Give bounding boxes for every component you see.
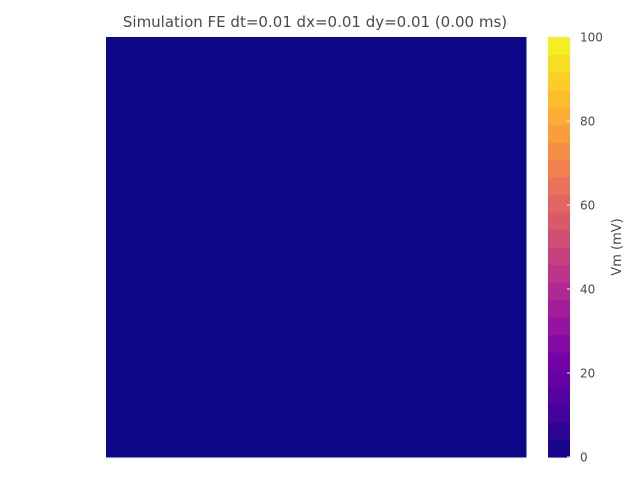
colorbar-segment xyxy=(548,387,570,406)
colorbar-tick-label: 100 xyxy=(580,31,603,45)
colorbar-segment xyxy=(548,212,570,231)
colorbar-tick-label: 20 xyxy=(580,367,595,381)
colorbar-label: Vm (mV) xyxy=(610,218,625,275)
colorbar-segment xyxy=(548,89,570,108)
colorbar-tick-label: 0 xyxy=(580,451,588,465)
colorbar-segment xyxy=(548,352,570,371)
colorbar-segment xyxy=(548,159,570,178)
colorbar-segment xyxy=(548,72,570,91)
colorbar-segment xyxy=(548,439,570,458)
colorbar-segment xyxy=(548,107,570,126)
colorbar-segment xyxy=(548,37,570,56)
colorbar-segment xyxy=(548,317,570,336)
heatmap-field xyxy=(106,37,527,458)
colorbar-tick-label: 80 xyxy=(580,115,595,129)
colorbar-segment xyxy=(548,229,570,248)
heatmap-cell xyxy=(106,37,527,458)
colorbar-segment xyxy=(548,194,570,213)
colorbar-segment xyxy=(548,369,570,388)
colorbar-segment xyxy=(548,282,570,301)
colorbar-segment xyxy=(548,124,570,143)
chart-title: Simulation FE dt=0.01 dx=0.01 dy=0.01 (0… xyxy=(123,13,507,31)
colorbar-segment xyxy=(548,334,570,353)
colorbar-segment xyxy=(548,264,570,283)
colorbar-segment xyxy=(548,177,570,196)
colorbar-segment xyxy=(548,142,570,161)
colorbar-segment xyxy=(548,422,570,441)
colorbar-segment xyxy=(548,247,570,266)
colorbar-tick-label: 40 xyxy=(580,283,595,297)
colorbar-segment xyxy=(548,299,570,318)
colorbar-tick-label: 60 xyxy=(580,199,595,213)
colorbar-segment xyxy=(548,404,570,423)
colorbar: 0 20 40 60 80 100 xyxy=(548,31,603,465)
colorbar-segment xyxy=(548,54,570,73)
